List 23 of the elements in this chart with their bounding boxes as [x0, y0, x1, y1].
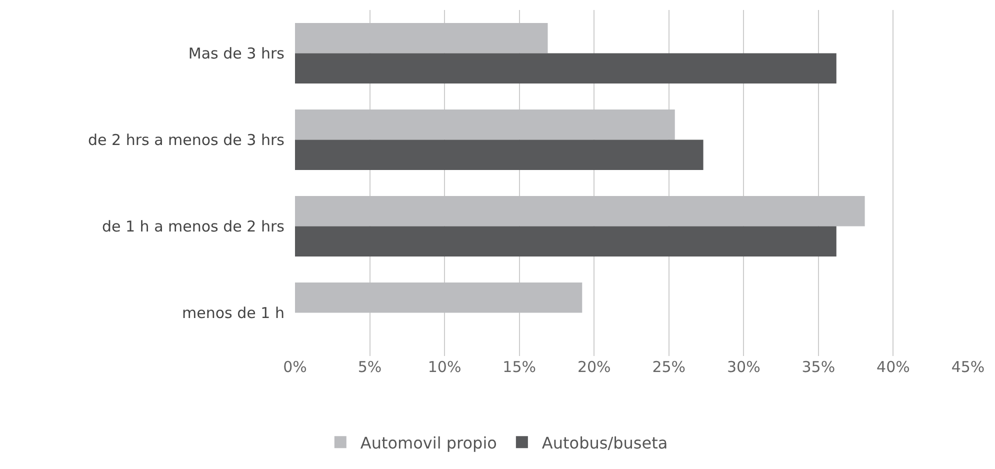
bar — [295, 140, 704, 170]
y-tick-label: de 2 hrs a menos de 3 hrs — [88, 131, 294, 149]
x-tick-label: 30% — [727, 358, 760, 376]
y-tick-label: de 1 h a menos de 2 hrs — [102, 218, 294, 236]
y-tick-label: menos de 1 h — [182, 304, 294, 322]
bar — [295, 226, 836, 257]
x-tick-label: 15% — [502, 358, 536, 376]
x-tick-label: 5% — [358, 358, 382, 376]
bar — [295, 53, 836, 84]
legend-label: Autobus/buseta — [542, 433, 668, 452]
bar — [295, 109, 675, 140]
y-tick-label: Mas de 3 hrs — [188, 44, 294, 62]
x-tick-label: 20% — [577, 358, 611, 376]
x-tick-label: 25% — [652, 358, 686, 376]
bar — [295, 22, 548, 54]
legend-label: Automovil propio — [360, 433, 497, 452]
x-tick-label: 10% — [428, 358, 462, 376]
bar — [295, 196, 865, 226]
x-tick-label: 45% — [951, 358, 985, 376]
x-tick-label: 35% — [802, 358, 836, 376]
x-tick-label: 0% — [283, 358, 307, 376]
bar — [295, 282, 582, 313]
x-tick-label: 40% — [876, 358, 910, 376]
